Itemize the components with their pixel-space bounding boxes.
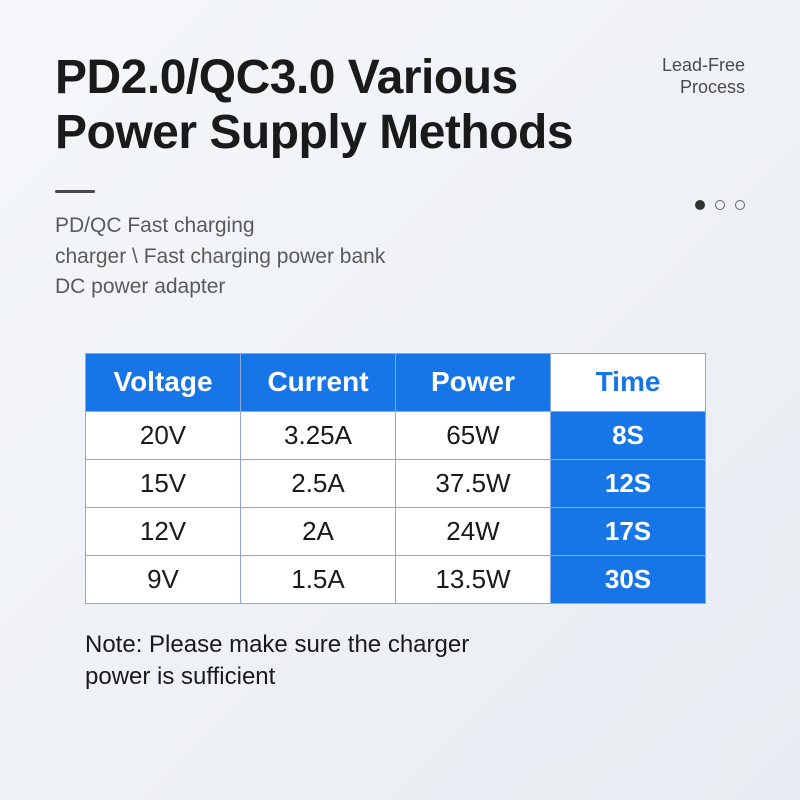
- cell-voltage: 15V: [86, 459, 241, 507]
- title-line-2: Power Supply Methods: [55, 106, 573, 159]
- cell-voltage: 12V: [86, 507, 241, 555]
- table-row: 15V2.5A37.5W12S: [86, 459, 706, 507]
- badge-line-2: Process: [680, 77, 745, 97]
- col-header-time: Time: [551, 353, 706, 411]
- cell-voltage: 20V: [86, 411, 241, 459]
- spec-table-wrapper: Voltage Current Power Time 20V3.25A65W8S…: [85, 353, 745, 604]
- cell-current: 1.5A: [241, 555, 396, 603]
- cell-power: 37.5W: [396, 459, 551, 507]
- table-row: 20V3.25A65W8S: [86, 411, 706, 459]
- dot-active: [695, 200, 705, 210]
- note-line-2: power is sufficient: [85, 663, 275, 690]
- col-header-current: Current: [241, 353, 396, 411]
- footer-note: Note: Please make sure the charger power…: [85, 629, 645, 694]
- table-row: 9V1.5A13.5W30S: [86, 555, 706, 603]
- cell-current: 3.25A: [241, 411, 396, 459]
- page-title: PD2.0/QC3.0 Various Power Supply Methods: [55, 50, 615, 160]
- cell-time: 30S: [551, 555, 706, 603]
- badge: Lead-Free Process: [662, 55, 745, 98]
- cell-voltage: 9V: [86, 555, 241, 603]
- cell-time: 12S: [551, 459, 706, 507]
- cell-power: 13.5W: [396, 555, 551, 603]
- cell-time: 8S: [551, 411, 706, 459]
- cell-current: 2A: [241, 507, 396, 555]
- col-header-power: Power: [396, 353, 551, 411]
- subtitle-line-3: DC power adapter: [55, 275, 225, 298]
- cell-power: 65W: [396, 411, 551, 459]
- subtitle-line-2: charger \ Fast charging power bank: [55, 245, 385, 268]
- title-line-1: PD2.0/QC3.0 Various: [55, 51, 518, 104]
- spec-table: Voltage Current Power Time 20V3.25A65W8S…: [85, 353, 706, 604]
- col-header-voltage: Voltage: [86, 353, 241, 411]
- subtitle-line-1: PD/QC Fast charging: [55, 214, 255, 237]
- table-row: 12V2A24W17S: [86, 507, 706, 555]
- dot-inactive-1: [715, 200, 725, 210]
- badge-line-1: Lead-Free: [662, 55, 745, 75]
- dot-inactive-2: [735, 200, 745, 210]
- subtitle: PD/QC Fast charging charger \ Fast charg…: [55, 211, 745, 302]
- cell-time: 17S: [551, 507, 706, 555]
- carousel-dots: [695, 200, 745, 210]
- cell-current: 2.5A: [241, 459, 396, 507]
- note-line-1: Note: Please make sure the charger: [85, 631, 469, 658]
- cell-power: 24W: [396, 507, 551, 555]
- divider-dash: [55, 190, 95, 193]
